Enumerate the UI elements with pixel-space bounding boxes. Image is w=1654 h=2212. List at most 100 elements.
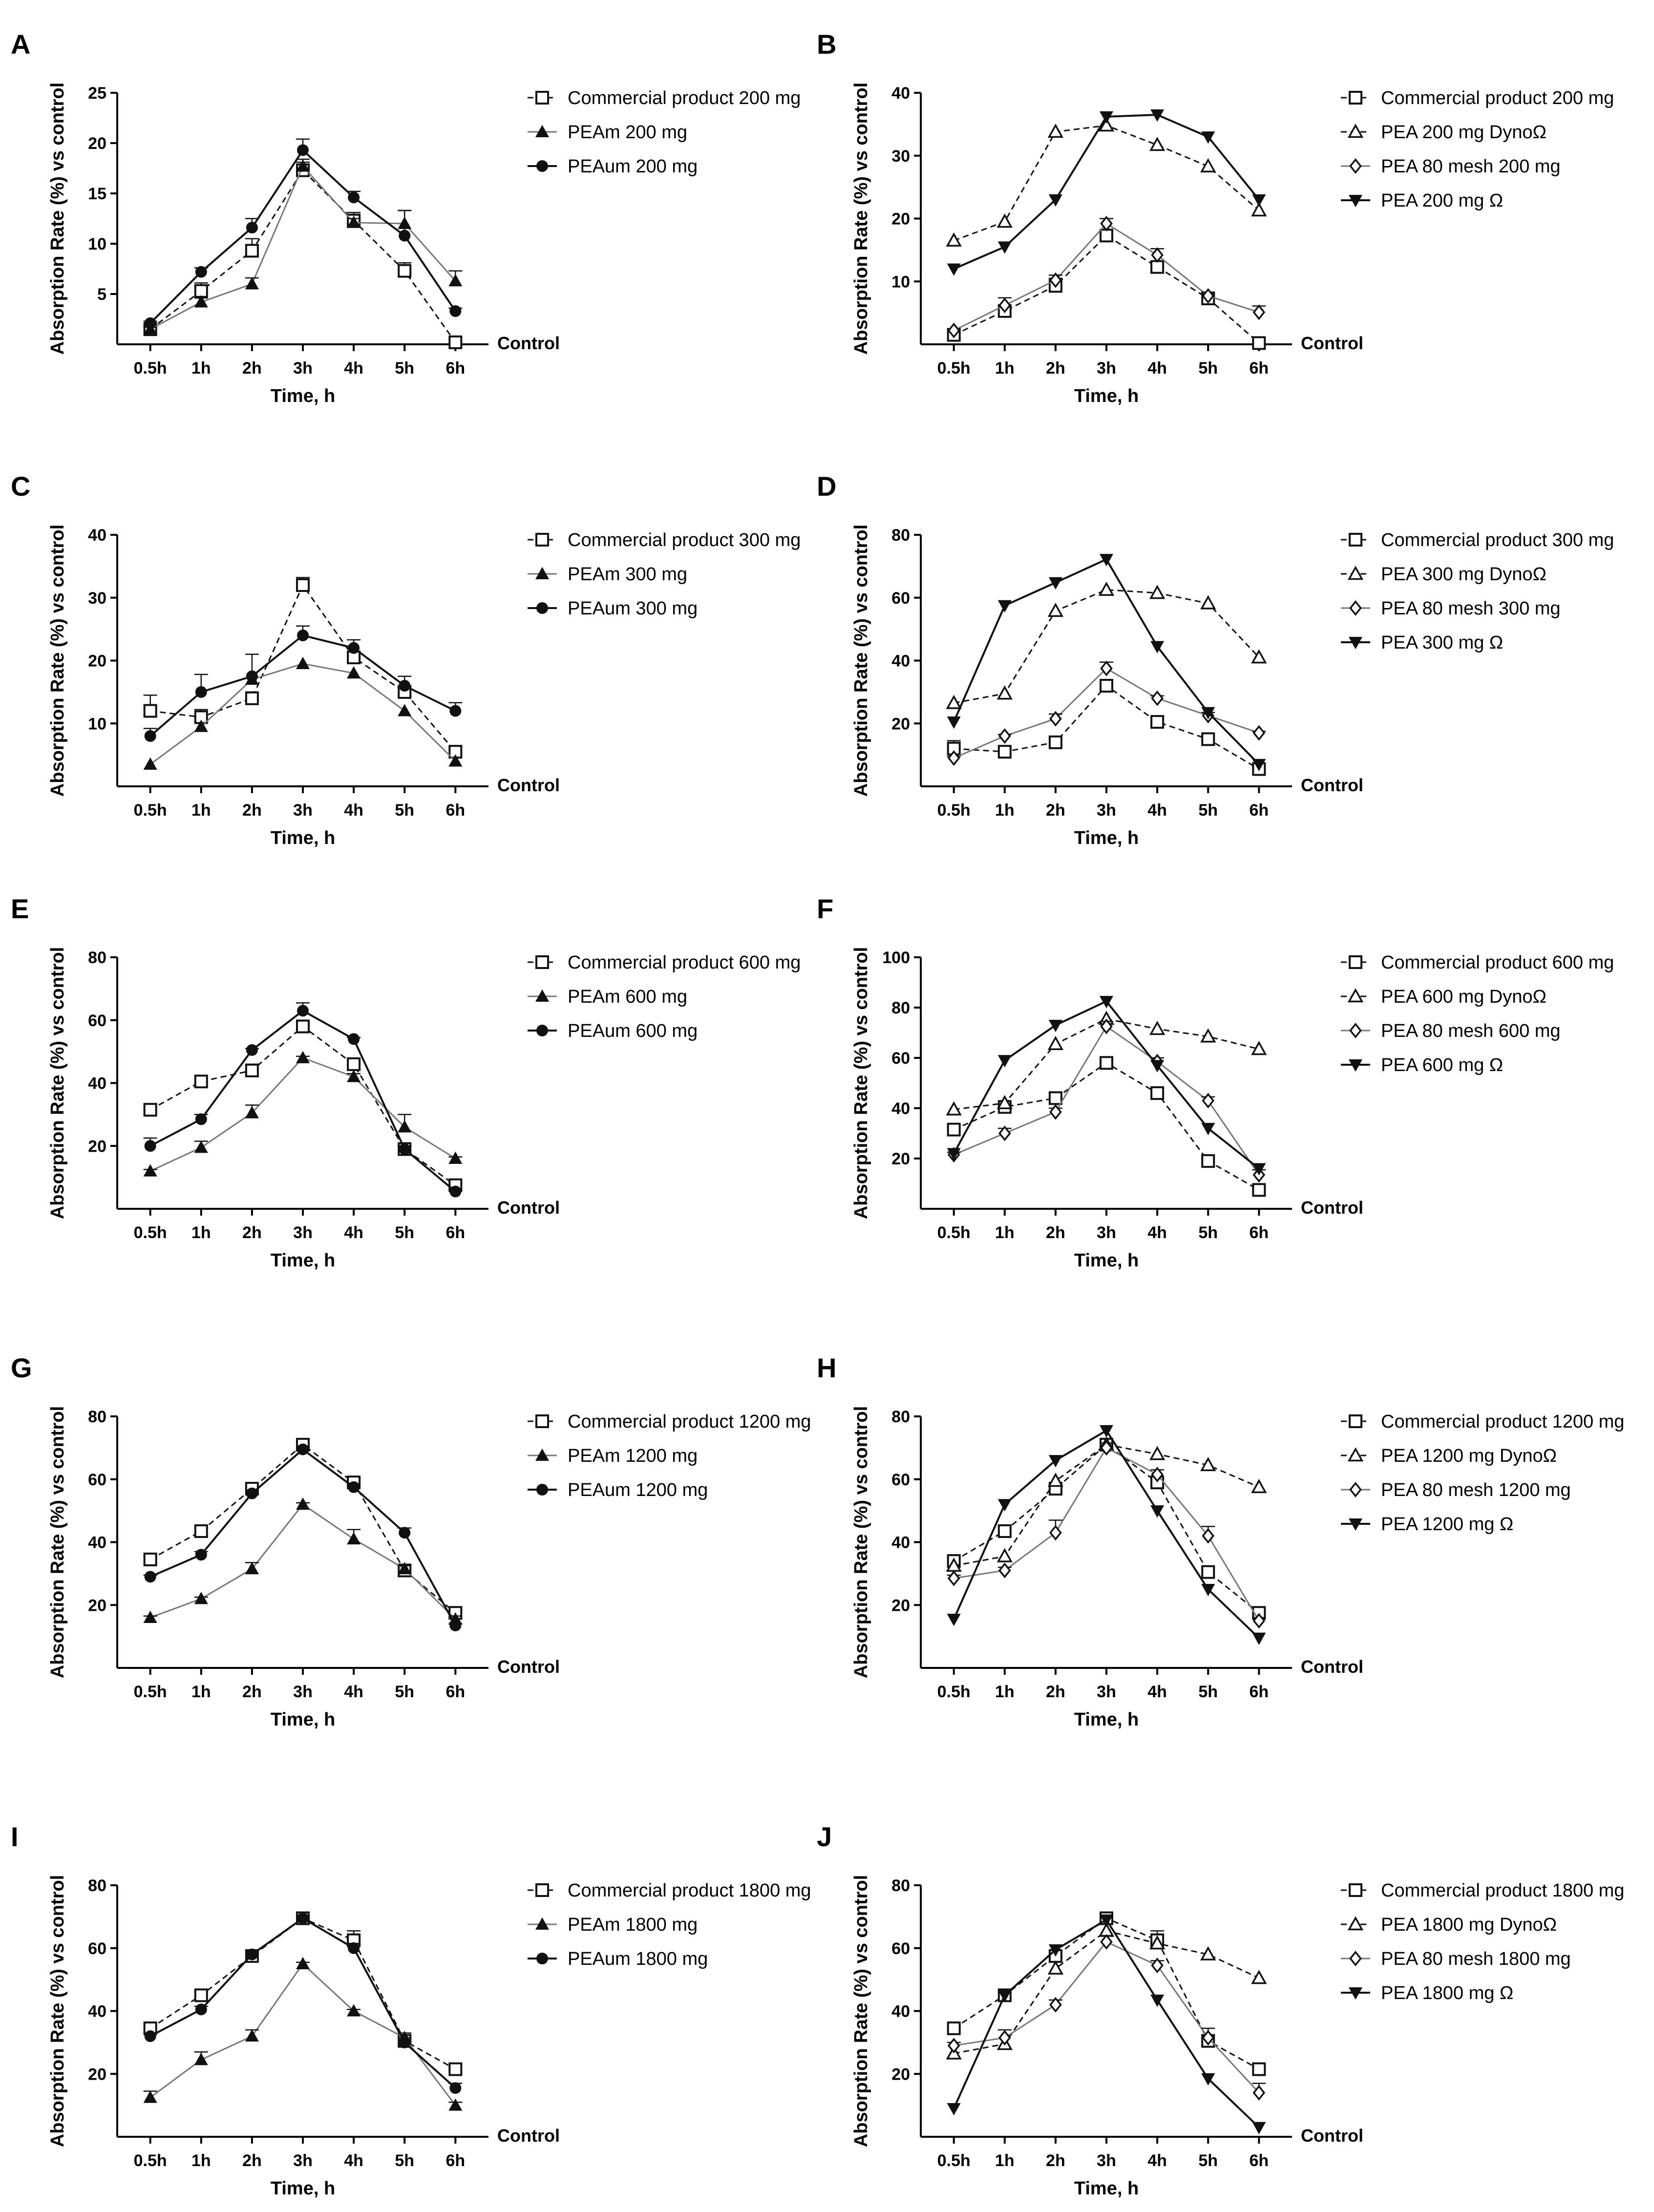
legend-marker <box>536 1953 548 1964</box>
data-point <box>1150 1060 1165 1073</box>
y-tick-label: 60 <box>891 589 910 608</box>
x-tick-label: 0.5h <box>937 1683 971 1701</box>
data-point <box>997 745 1012 759</box>
legend-marker <box>1347 1916 1364 1931</box>
data-point <box>1100 229 1113 243</box>
legend-item: PEA 80 mesh 200 mg <box>1341 156 1561 177</box>
panel-letter: F <box>817 893 833 924</box>
data-point <box>143 1610 157 1623</box>
panel-letter: H <box>817 1352 836 1383</box>
series-0 <box>947 679 1266 776</box>
data-point <box>399 1143 411 1155</box>
legend-label: PEA 80 mesh 200 mg <box>1381 156 1561 177</box>
data-point <box>143 1164 157 1177</box>
chart-panel-d: D 20 40 60 80 0.5h 1h 2h 3h 4h 5h 6h Time, h Absorpti… <box>817 471 1614 848</box>
legend-item: PEA 300 mg Ω <box>1341 632 1503 653</box>
y-tick-label: 20 <box>88 1137 106 1156</box>
x-tick-label: 3h <box>1097 2151 1116 2170</box>
y-axis-title: Absorption Rate (%) vs control <box>47 947 68 1219</box>
x-tick-label: 1h <box>191 359 211 378</box>
y-tick-label: 10 <box>88 235 106 253</box>
data-point <box>997 213 1013 228</box>
legend-label: PEA 600 mg Ω <box>1381 1055 1503 1075</box>
data-point <box>1201 1565 1215 1579</box>
x-tick-label: 0.5h <box>937 2151 971 2170</box>
x-tick-label: 6h <box>1249 1683 1269 1701</box>
legend-item: PEAm 600 mg <box>528 987 687 1007</box>
legend-label: Commercial product 200 mg <box>1381 88 1614 108</box>
data-point <box>143 1552 157 1566</box>
data-point <box>1098 581 1115 596</box>
x-axis-title: Time, h <box>1074 2178 1139 2199</box>
data-point <box>1201 707 1215 719</box>
series-line <box>954 234 1260 344</box>
data-point <box>144 2030 156 2042</box>
data-point <box>1202 1528 1215 1544</box>
data-point <box>947 1614 961 1626</box>
x-tick-label: 3h <box>293 1223 313 1242</box>
data-point <box>297 1005 309 1017</box>
legend-item: Commercial product 300 mg <box>1341 530 1614 550</box>
legend-item: PEA 80 mesh 300 mg <box>1341 598 1561 619</box>
series-2 <box>947 1440 1266 1629</box>
x-tick-label: 4h <box>344 2151 363 2170</box>
legend-marker <box>535 1883 549 1897</box>
data-point <box>348 1942 360 1954</box>
x-tick-label: 5h <box>1198 1223 1218 1242</box>
x-tick-label: 2h <box>1046 359 1065 378</box>
data-point <box>245 1063 259 1077</box>
x-tick-label: 5h <box>1198 801 1218 820</box>
chart-panel-a: A 5 10 15 20 25 0.5h 1h 2h 3h 4h 5h 6h Time, h Absorpt… <box>11 29 801 406</box>
data-point <box>1048 1944 1062 1957</box>
legend-label: PEAm 600 mg <box>568 987 687 1007</box>
legend-label: PEA 600 mg DynoΩ <box>1381 987 1547 1007</box>
legend-marker <box>535 989 550 1002</box>
legend-label: Commercial product 600 mg <box>1381 952 1614 973</box>
data-point <box>1150 1994 1165 2007</box>
data-point <box>194 1074 208 1089</box>
legend-item: PEAum 600 mg <box>528 1021 698 1041</box>
legend-marker <box>536 160 548 172</box>
data-point <box>997 1095 1013 1110</box>
x-tick-label: 1h <box>191 1223 211 1242</box>
chart-panel-f: F 20 40 60 80 100 0.5h 1h 2h 3h 4h 5h 6h Time, h Absor… <box>817 893 1614 1271</box>
data-point <box>1047 1035 1064 1050</box>
y-tick-label: 40 <box>891 652 910 671</box>
data-point <box>1099 111 1114 124</box>
data-point <box>1251 649 1267 664</box>
y-tick-label: 60 <box>88 1011 106 1030</box>
data-point <box>997 685 1013 700</box>
x-tick-label: 5h <box>395 2151 414 2170</box>
x-tick-label: 3h <box>1097 801 1116 820</box>
series-2 <box>947 215 1266 338</box>
data-point <box>947 2038 960 2054</box>
legend-label: Commercial product 600 mg <box>568 952 801 973</box>
y-tick-label: 20 <box>88 1596 106 1615</box>
data-point <box>296 1051 310 1064</box>
data-point <box>245 1561 259 1575</box>
legend-item: PEA 1200 mg Ω <box>1341 1514 1513 1535</box>
data-point <box>997 600 1012 613</box>
x-axis-title: Time, h <box>271 828 335 848</box>
y-tick-label: 20 <box>88 652 106 671</box>
legend-item: Commercial product 1200 mg <box>528 1411 811 1432</box>
data-point <box>1150 109 1165 122</box>
data-point <box>246 1044 258 1056</box>
x-tick-label: 6h <box>445 801 465 820</box>
data-point <box>1049 272 1062 288</box>
data-point <box>448 274 463 287</box>
x-tick-label: 6h <box>445 359 465 378</box>
series-line <box>953 1918 1260 2128</box>
data-point <box>1200 1028 1216 1043</box>
data-point <box>297 144 309 156</box>
series-0 <box>143 1437 463 1620</box>
x-tick-label: 4h <box>1147 359 1167 378</box>
data-point <box>296 1957 310 1969</box>
panel-letter: D <box>817 471 836 502</box>
data-point <box>998 1125 1011 1141</box>
data-point <box>448 2098 463 2111</box>
x-tick-label: 6h <box>1249 2151 1269 2170</box>
data-point <box>1150 641 1165 653</box>
data-point <box>194 1988 208 2002</box>
